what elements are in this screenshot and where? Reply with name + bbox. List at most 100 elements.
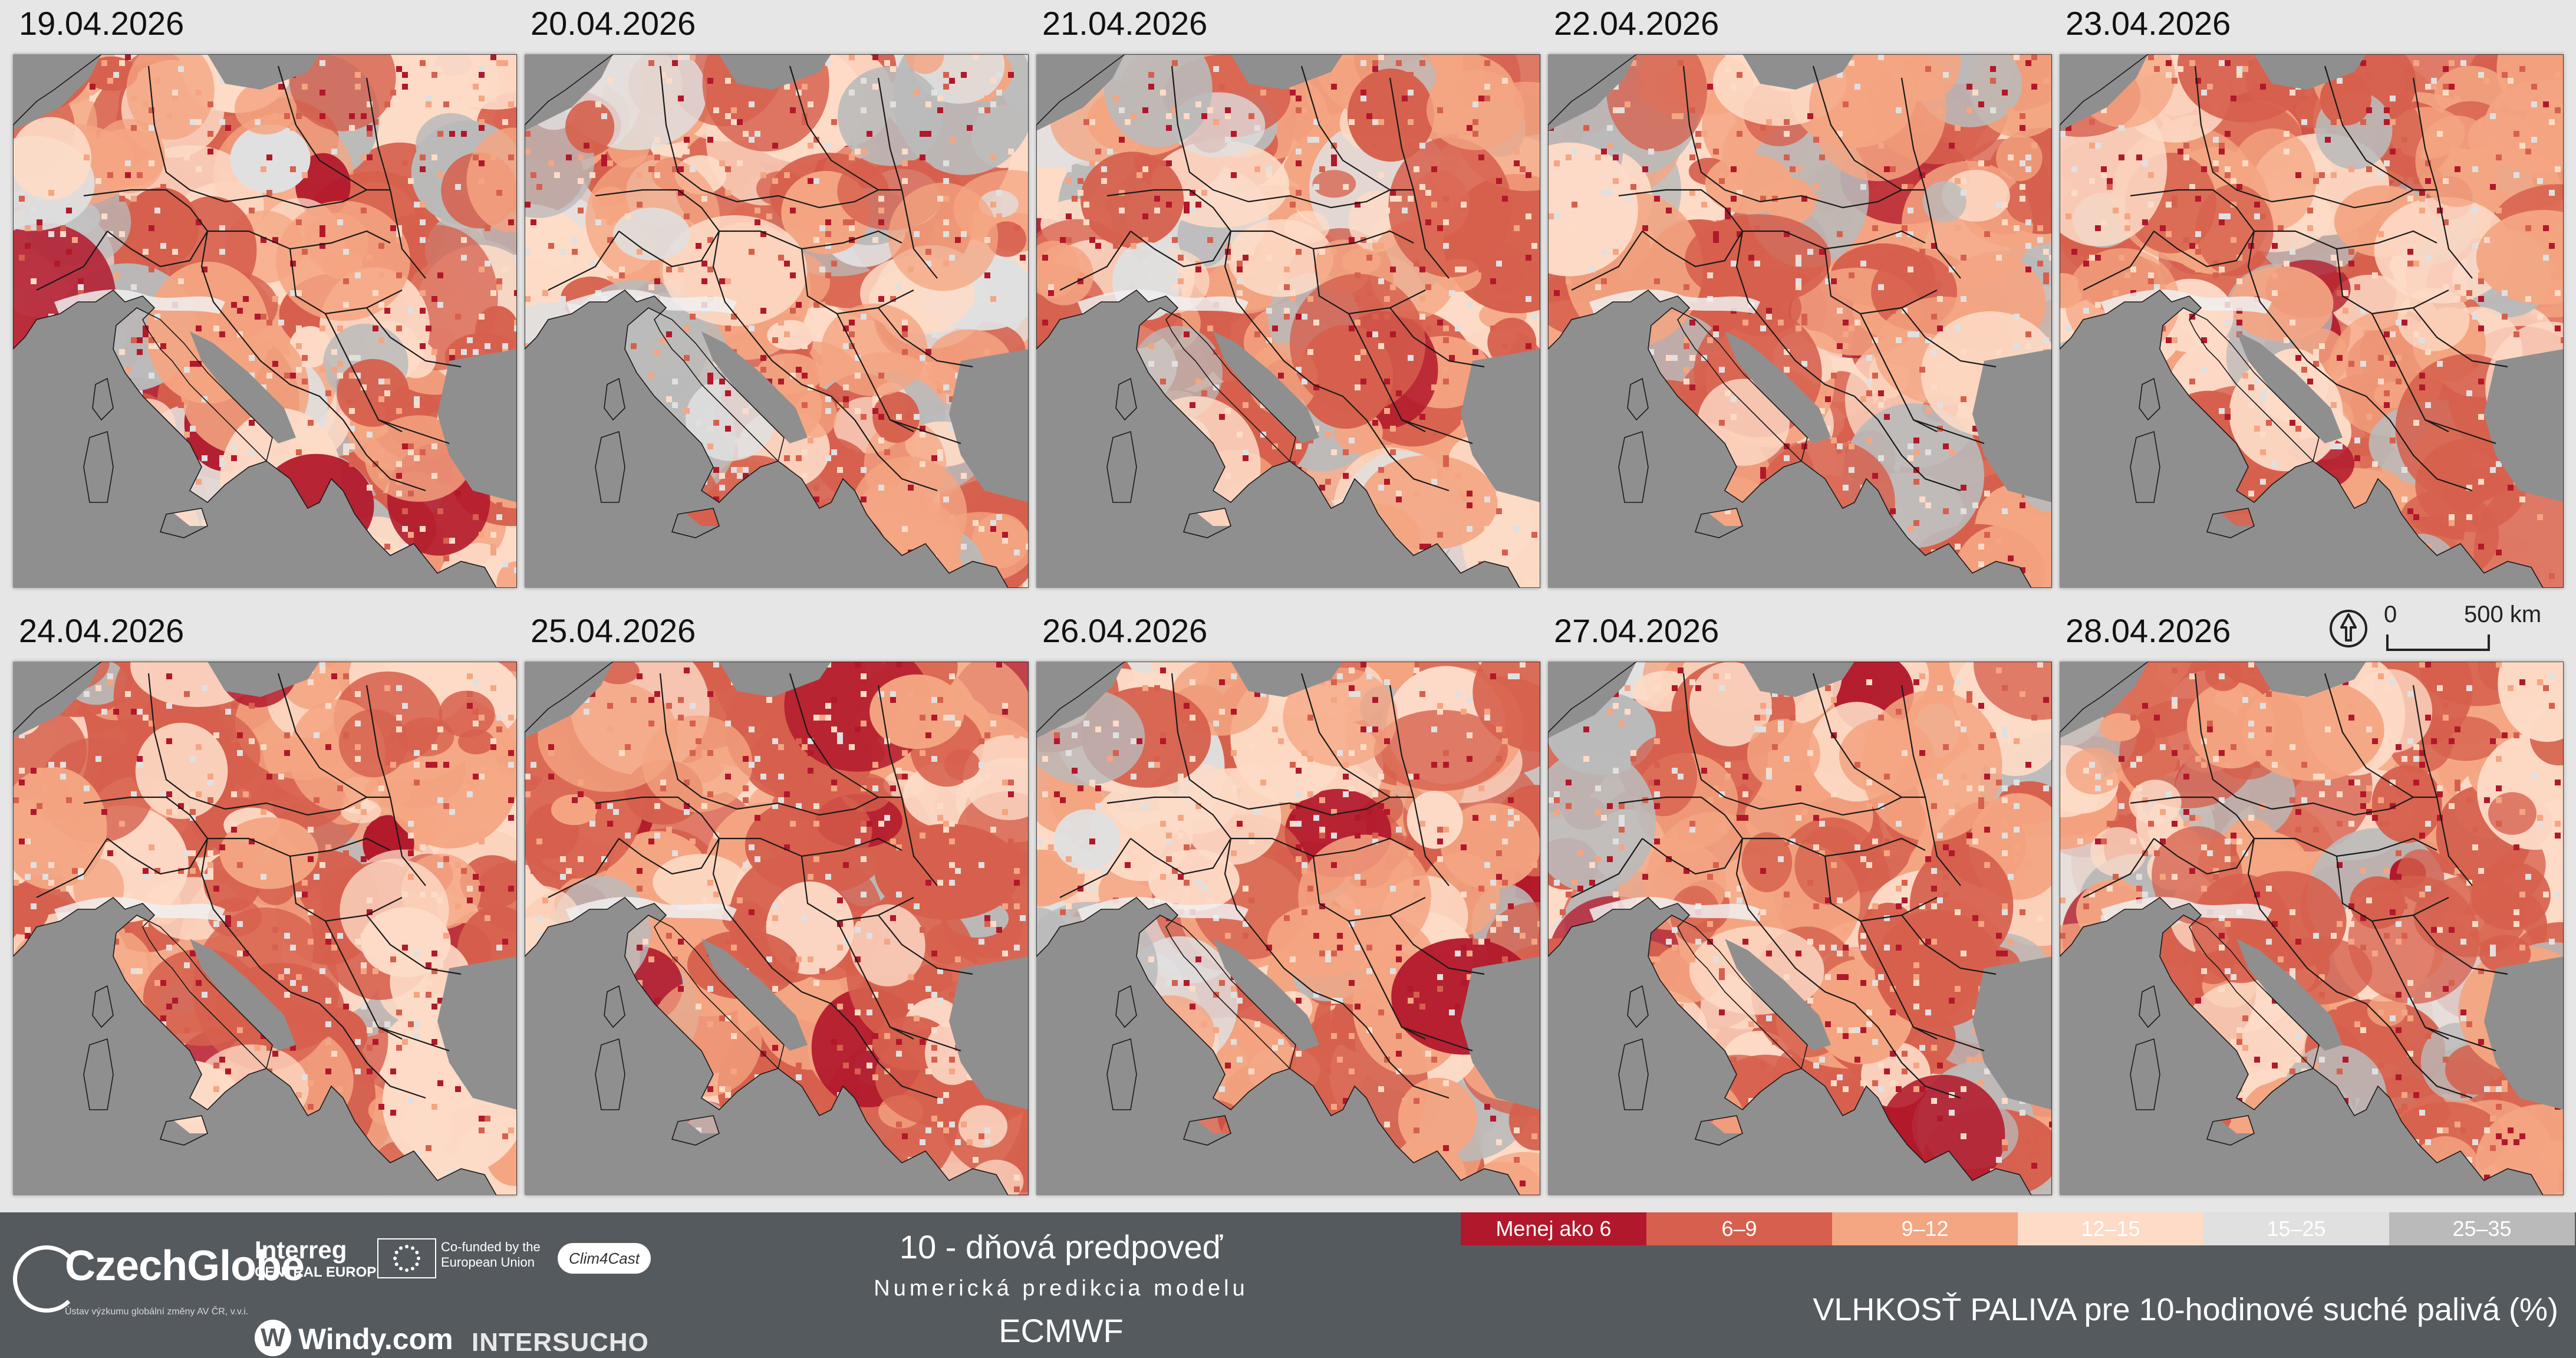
country-border [1248, 796, 1414, 816]
coastline [1548, 662, 2052, 1195]
coastline [1106, 430, 1137, 503]
sea-area [207, 662, 319, 697]
fuel-moisture-map [525, 54, 1029, 588]
country-border [2412, 685, 2473, 886]
country-border [1877, 1027, 1961, 1099]
country-border [712, 231, 749, 332]
country-border [1900, 77, 1961, 279]
coastline [1618, 430, 1649, 503]
coastline [525, 54, 1029, 588]
map-panel: 22.04.2026 [1548, 0, 2052, 588]
country-border [1248, 189, 1414, 209]
map-panel: 26.04.2026 [1036, 607, 1540, 1195]
country-border [1389, 685, 1450, 886]
country-border [236, 331, 344, 420]
coastline [1182, 1115, 1231, 1146]
coastline [2060, 54, 2564, 588]
panel-date: 19.04.2026 [19, 5, 185, 42]
coastline [604, 377, 625, 421]
country-border [2194, 673, 2272, 810]
coastline [1115, 377, 1137, 421]
country-border [748, 331, 855, 420]
map-panel: 19.04.2026 [13, 0, 517, 588]
sea-area [1213, 331, 1319, 443]
sea-area [1742, 662, 1854, 697]
country-border [1571, 838, 1643, 898]
panel-date: 21.04.2026 [1042, 5, 1208, 42]
sea-area [525, 361, 902, 588]
country-border [277, 65, 367, 190]
sea-area [1548, 662, 1636, 738]
coastline [595, 430, 625, 503]
coastline [604, 985, 625, 1028]
country-border [1401, 1026, 1473, 1052]
panel-date: 28.04.2026 [2066, 612, 2231, 649]
sea-area [1231, 662, 1343, 697]
scale-zero: 0 [2384, 601, 2397, 627]
panel-date: 24.04.2026 [19, 612, 185, 649]
coastline [2206, 1115, 2255, 1146]
coastline [1648, 915, 1808, 1111]
legend: Menej ako 6 6–9 9–12 12–15 15–25 25–35 [1461, 1212, 2575, 1245]
country-border [1877, 419, 1961, 492]
country-border [1771, 938, 1879, 1028]
country-border [2324, 65, 2414, 190]
sea-area [190, 331, 296, 443]
country-border [2247, 231, 2284, 332]
country-border [890, 1026, 961, 1052]
country-border [877, 685, 938, 886]
country-border [325, 313, 403, 432]
country-border [854, 1027, 938, 1099]
country-border [2413, 307, 2508, 368]
coastline [671, 1115, 720, 1146]
country-border [2283, 331, 2390, 420]
country-border [1348, 313, 1426, 432]
forecast-title: 10 - dňová predpoveď [899, 1228, 1223, 1265]
coastline [1694, 508, 1743, 538]
country-border [1742, 837, 1926, 857]
country-border [1901, 915, 1997, 975]
sea-area [13, 54, 101, 131]
country-border [1389, 915, 1485, 975]
country-border [2324, 673, 2414, 798]
country-border [1760, 189, 1925, 209]
coastline [2130, 430, 2160, 503]
country-border [2389, 1027, 2473, 1099]
country-border [2254, 837, 2437, 857]
country-border [1860, 313, 1938, 432]
coastline [83, 430, 114, 503]
country-border [1913, 1026, 1985, 1052]
sea-area [1725, 939, 1831, 1051]
country-border [719, 230, 902, 250]
country-border [36, 838, 108, 898]
forecast-subtitle: Numerická predikcia modelu [874, 1276, 1249, 1301]
country-border [836, 313, 914, 432]
country-border [325, 920, 403, 1040]
country-border [277, 673, 367, 798]
legend-item: 9–12 [1832, 1212, 2018, 1245]
country-border [1348, 920, 1426, 1040]
country-border [2371, 313, 2449, 432]
country-border [1812, 673, 1902, 798]
sea-area [1231, 54, 1343, 90]
country-border [2283, 938, 2390, 1028]
country-border [378, 419, 450, 445]
coastline [624, 915, 785, 1111]
country-border [225, 189, 390, 209]
panel-date: 26.04.2026 [1042, 612, 1208, 649]
coastline [624, 307, 785, 504]
sea-area [1036, 662, 1125, 738]
coastline [159, 508, 208, 538]
country-border [2425, 1026, 2496, 1052]
country-border [1771, 331, 1879, 420]
coastline [2139, 377, 2160, 421]
north-arrow-icon [2330, 610, 2367, 647]
country-border [1300, 65, 1391, 190]
panel-date: 27.04.2026 [1554, 612, 1719, 649]
country-border [736, 189, 902, 209]
czechglobe-subtitle: Ústav výzkumu globální změny AV ČR, v.v.… [65, 1307, 249, 1317]
coastline [671, 508, 720, 538]
intersucho-logo: INTERSUCHO [472, 1328, 649, 1357]
coastline [1136, 915, 1296, 1111]
sea-area [1461, 349, 1540, 502]
